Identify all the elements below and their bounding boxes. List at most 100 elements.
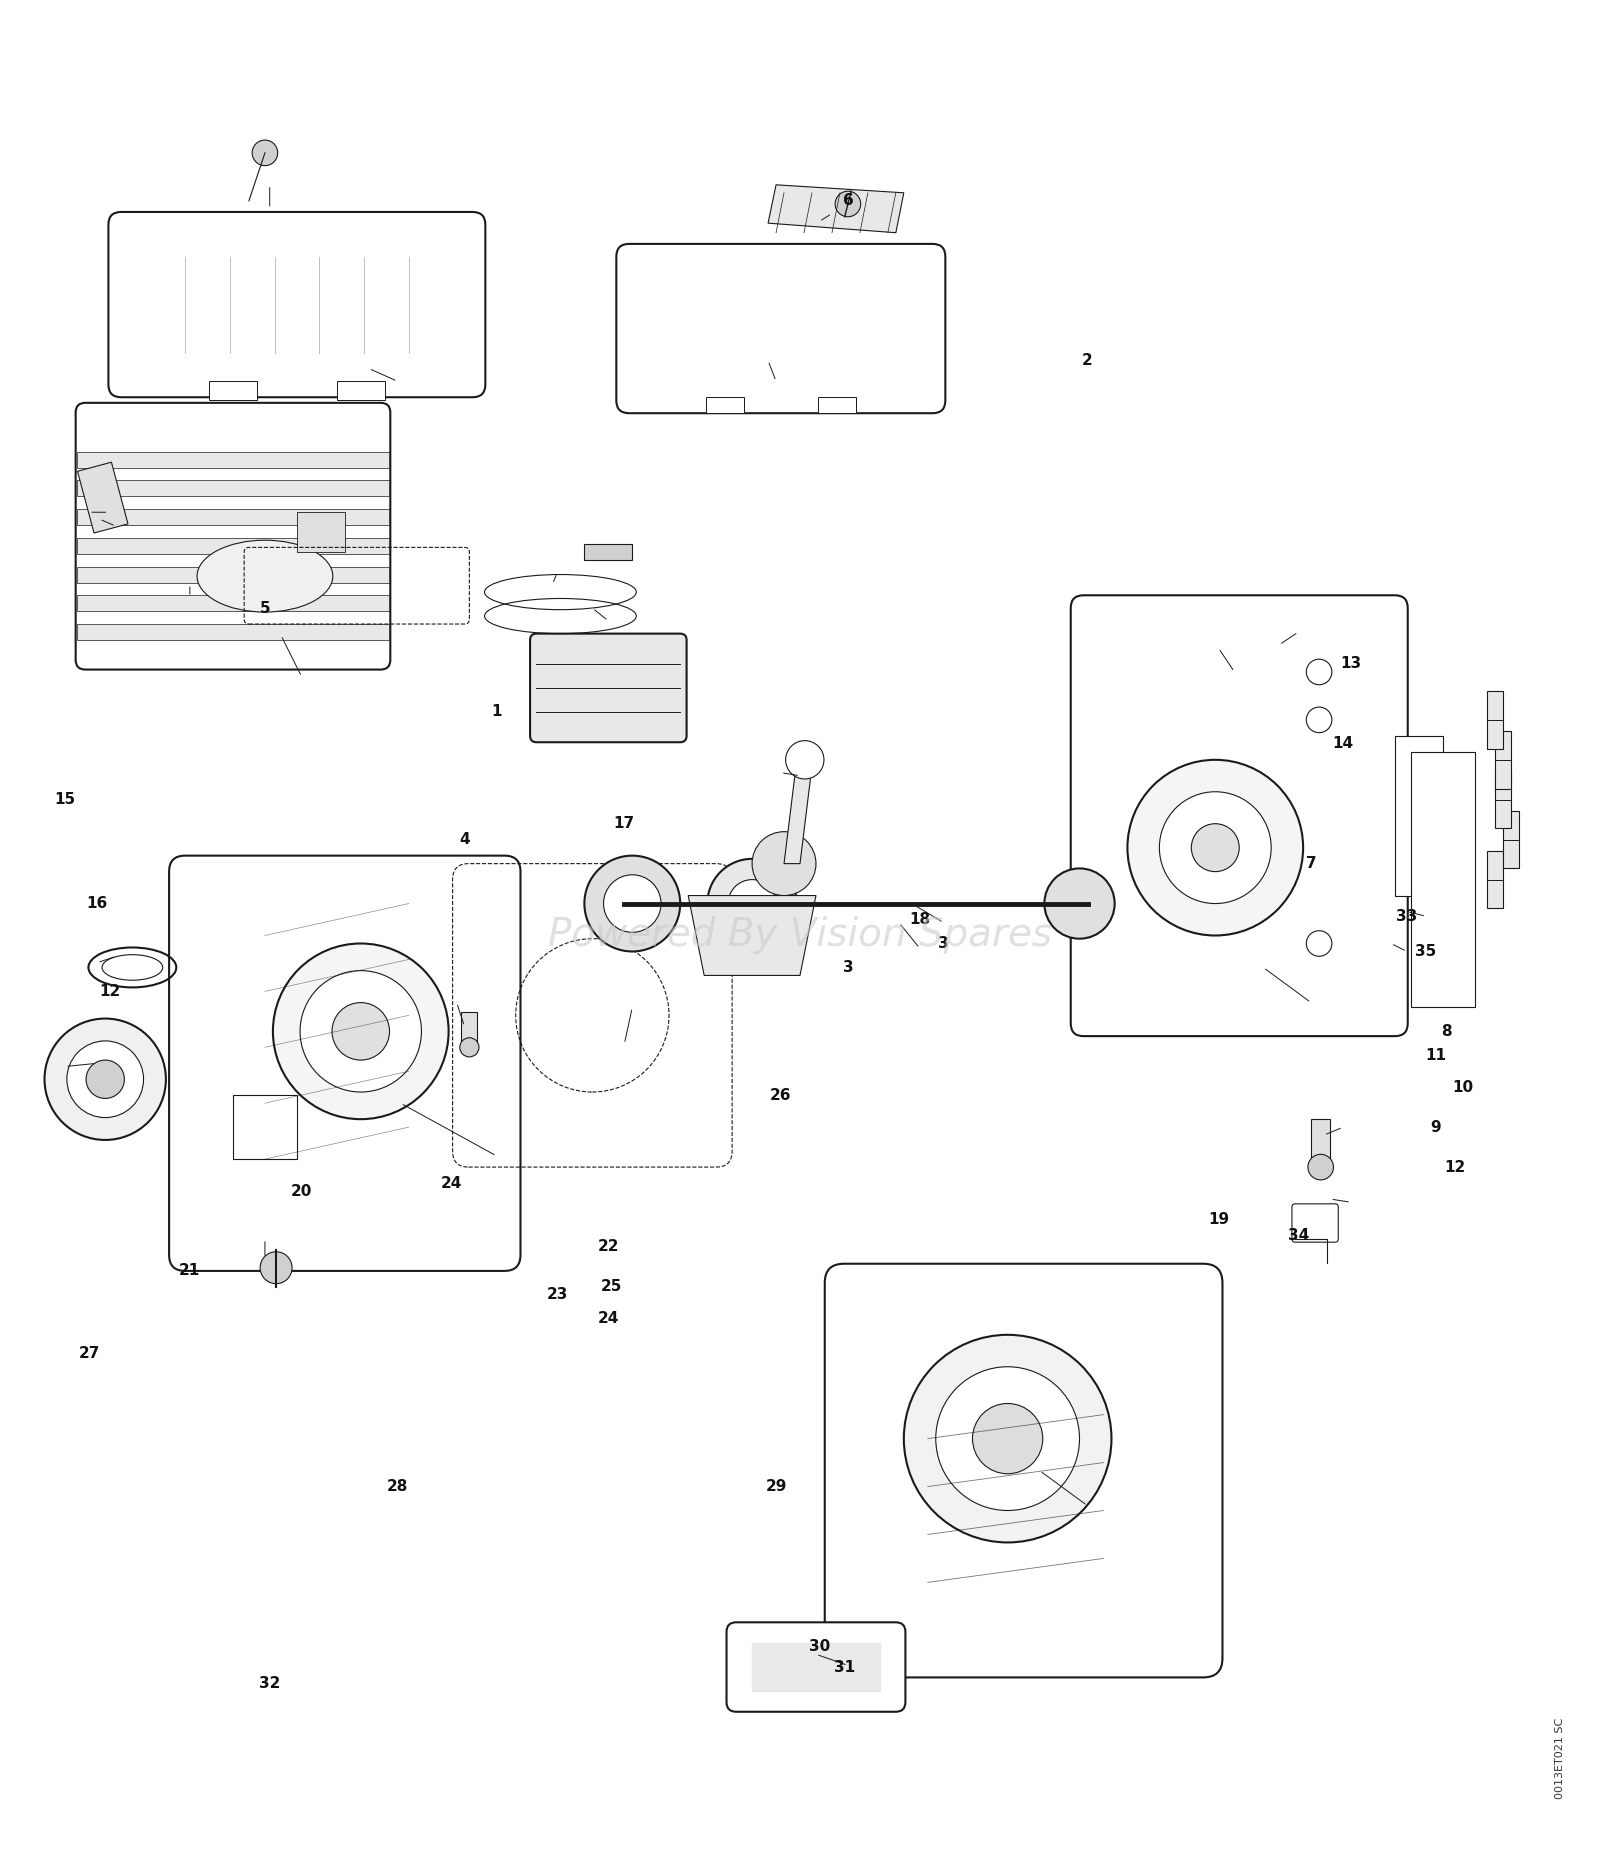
- Circle shape: [1307, 1154, 1333, 1181]
- Circle shape: [835, 191, 861, 217]
- FancyBboxPatch shape: [824, 1263, 1222, 1678]
- Text: 18: 18: [909, 911, 930, 926]
- Text: 30: 30: [808, 1639, 830, 1654]
- Circle shape: [786, 741, 824, 778]
- Bar: [818, 397, 856, 413]
- Text: 8: 8: [1442, 1023, 1453, 1038]
- Circle shape: [1160, 791, 1270, 904]
- Bar: [1486, 690, 1502, 748]
- Polygon shape: [1395, 735, 1443, 896]
- Text: 7: 7: [1306, 857, 1317, 872]
- FancyBboxPatch shape: [530, 634, 686, 743]
- Text: 15: 15: [54, 791, 75, 806]
- Polygon shape: [784, 760, 813, 864]
- Circle shape: [584, 855, 680, 952]
- Bar: [1494, 771, 1510, 829]
- Circle shape: [333, 1003, 389, 1061]
- Circle shape: [301, 971, 421, 1093]
- Bar: [706, 397, 744, 413]
- Text: 25: 25: [602, 1280, 622, 1295]
- Text: 33: 33: [1397, 909, 1418, 924]
- Text: 35: 35: [1416, 945, 1437, 960]
- FancyBboxPatch shape: [75, 402, 390, 670]
- Bar: [1486, 851, 1502, 907]
- Text: 9: 9: [1430, 1119, 1442, 1134]
- Bar: [77, 537, 389, 554]
- Text: 26: 26: [770, 1087, 792, 1102]
- Circle shape: [1128, 760, 1302, 936]
- Circle shape: [1045, 868, 1115, 939]
- Text: Powered By Vision Spares: Powered By Vision Spares: [547, 917, 1053, 954]
- FancyBboxPatch shape: [1291, 1203, 1338, 1242]
- Text: 12: 12: [1445, 1160, 1466, 1175]
- Circle shape: [67, 1040, 144, 1117]
- Bar: [1310, 1119, 1330, 1168]
- Circle shape: [45, 1018, 166, 1139]
- Text: 3: 3: [843, 960, 853, 975]
- Text: 34: 34: [1288, 1227, 1309, 1242]
- Circle shape: [274, 943, 448, 1119]
- Text: 24: 24: [442, 1175, 462, 1190]
- Text: 31: 31: [834, 1660, 856, 1675]
- Text: 0013ET021 SC: 0013ET021 SC: [1555, 1718, 1565, 1800]
- Text: 28: 28: [387, 1480, 408, 1495]
- Circle shape: [253, 140, 278, 167]
- Bar: [77, 481, 389, 496]
- Circle shape: [936, 1366, 1080, 1510]
- Bar: [77, 625, 389, 640]
- Circle shape: [459, 1038, 478, 1057]
- FancyBboxPatch shape: [726, 1622, 906, 1712]
- Bar: [210, 382, 258, 400]
- Circle shape: [1306, 930, 1331, 956]
- Circle shape: [752, 833, 816, 896]
- Text: 17: 17: [614, 816, 635, 831]
- Bar: [77, 451, 389, 468]
- Text: 21: 21: [179, 1263, 200, 1278]
- Polygon shape: [1411, 752, 1475, 1007]
- Text: 23: 23: [547, 1287, 568, 1302]
- FancyBboxPatch shape: [1070, 595, 1408, 1037]
- Bar: [77, 595, 389, 612]
- Circle shape: [603, 876, 661, 932]
- Circle shape: [1306, 659, 1331, 685]
- Bar: [234, 1095, 298, 1160]
- Text: 10: 10: [1453, 1080, 1474, 1095]
- Bar: [298, 513, 344, 552]
- Text: 29: 29: [765, 1480, 787, 1495]
- Bar: [1502, 810, 1518, 868]
- Ellipse shape: [197, 541, 333, 612]
- Circle shape: [261, 1252, 293, 1284]
- Bar: [77, 509, 389, 526]
- Circle shape: [1306, 707, 1331, 733]
- Bar: [461, 1012, 477, 1048]
- Text: 4: 4: [459, 833, 470, 848]
- Text: 32: 32: [259, 1676, 280, 1691]
- FancyBboxPatch shape: [109, 211, 485, 397]
- Bar: [338, 382, 384, 400]
- Text: 22: 22: [597, 1239, 619, 1254]
- FancyBboxPatch shape: [616, 243, 946, 413]
- Text: 12: 12: [99, 984, 120, 999]
- Circle shape: [1192, 823, 1240, 872]
- Text: 13: 13: [1341, 657, 1362, 672]
- Text: 5: 5: [259, 601, 270, 616]
- Circle shape: [728, 879, 776, 928]
- Circle shape: [973, 1403, 1043, 1474]
- Bar: [77, 462, 128, 533]
- Circle shape: [904, 1334, 1112, 1542]
- Polygon shape: [688, 896, 816, 975]
- FancyBboxPatch shape: [170, 855, 520, 1270]
- Text: 19: 19: [1208, 1212, 1229, 1227]
- Bar: [584, 544, 632, 559]
- Text: 16: 16: [86, 896, 107, 911]
- Text: 11: 11: [1426, 1048, 1446, 1063]
- Text: 27: 27: [78, 1347, 99, 1362]
- Text: 2: 2: [1082, 354, 1093, 369]
- Polygon shape: [768, 185, 904, 232]
- Text: 1: 1: [491, 703, 502, 718]
- Text: 14: 14: [1333, 737, 1354, 752]
- Text: 6: 6: [843, 193, 853, 208]
- Text: 24: 24: [598, 1312, 619, 1327]
- Text: 3: 3: [939, 936, 949, 950]
- Circle shape: [86, 1061, 125, 1098]
